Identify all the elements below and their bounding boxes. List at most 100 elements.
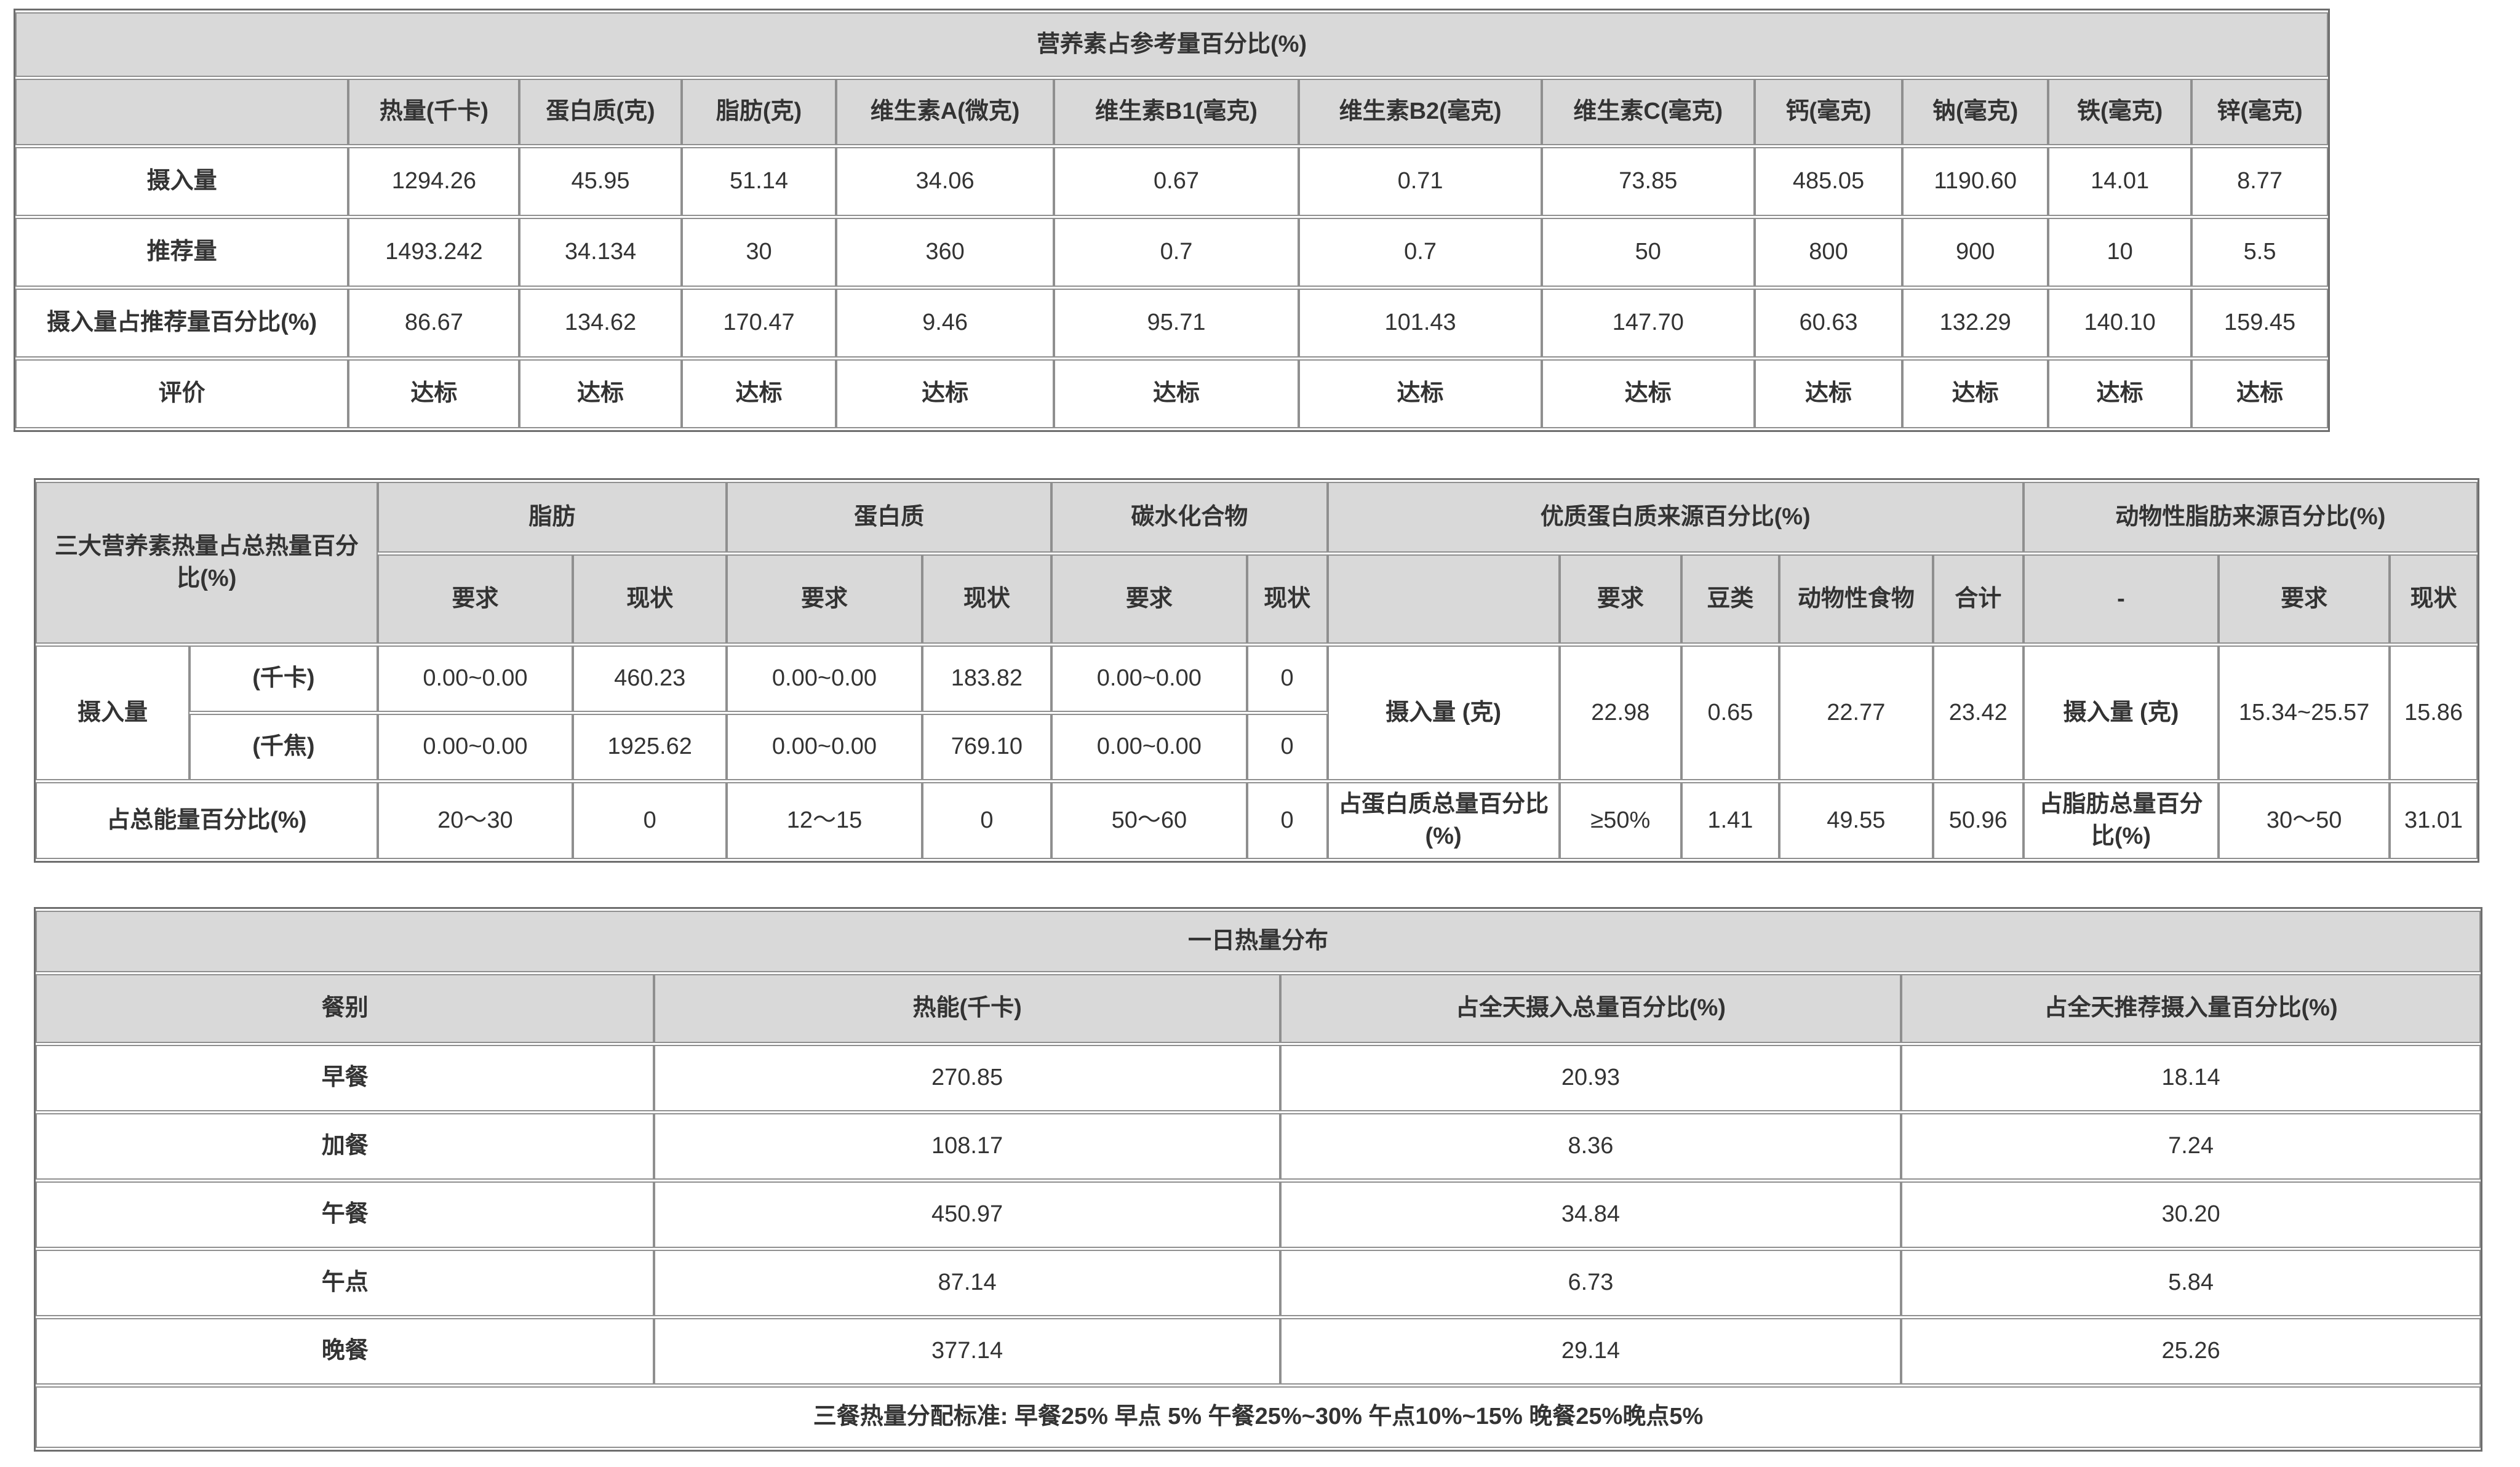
table-cell: 900	[1902, 218, 2049, 287]
table-cell: 60.63	[1754, 289, 1903, 358]
table-cell: 10	[2048, 218, 2192, 287]
table-cell: 20.93	[1280, 1045, 1902, 1111]
table-cell: 101.43	[1299, 289, 1542, 358]
column-header: 钙(毫克)	[1754, 79, 1903, 145]
column-header: 热量(千卡)	[348, 79, 520, 145]
table-row: 晚餐 377.14 29.14 25.26	[36, 1318, 2481, 1385]
table-cell: 5.5	[2191, 218, 2328, 287]
table-cell: 769.10	[922, 714, 1052, 780]
table-cell: 1925.62	[573, 714, 727, 780]
table-cell: 22.77	[1779, 646, 1933, 780]
group-header-quality-protein: 优质蛋白质来源百分比(%)	[1327, 482, 2024, 553]
group-header-fat: 脂肪	[377, 482, 727, 553]
row-label: 摄入量	[15, 147, 349, 216]
table-row: 摄入量 1294.26 45.95 51.14 34.06 0.67 0.71 …	[15, 147, 2328, 216]
table-cell: 0.00~0.00	[727, 646, 922, 712]
column-header: 占全天摄入总量百分比(%)	[1280, 974, 1902, 1043]
sub-header: 合计	[1932, 554, 2024, 644]
sub-header: 要求	[377, 554, 573, 644]
table-cell: 达标	[2191, 359, 2328, 428]
table-cell: 87.14	[654, 1250, 1280, 1316]
table-cell: 0.00~0.00	[727, 714, 922, 780]
row-label: 晚餐	[36, 1318, 655, 1385]
sub-header: 现状	[573, 554, 727, 644]
table-cell: 0.7	[1299, 218, 1542, 287]
table-cell: 25.26	[1901, 1318, 2481, 1385]
table-cell: 15.34~25.57	[2219, 646, 2390, 780]
row-label: 午餐	[36, 1181, 655, 1248]
table-cell: 485.05	[1754, 147, 1903, 216]
column-header: 热能(千卡)	[654, 974, 1280, 1043]
table-cell: 31.01	[2390, 782, 2478, 859]
table-cell: 0.00~0.00	[1051, 646, 1247, 712]
table-cell: 159.45	[2191, 289, 2328, 358]
row-label: 早餐	[36, 1045, 655, 1111]
row-label: 推荐量	[15, 218, 349, 287]
sub-header: 现状	[2390, 554, 2478, 644]
sub-header-dash: -	[2023, 554, 2219, 644]
sub-header: 要求	[2219, 554, 2390, 644]
table-cell: 达标	[1902, 359, 2049, 428]
table-cell: 50	[1541, 218, 1755, 287]
table-cell: 183.82	[922, 646, 1052, 712]
table-cell: 134.62	[519, 289, 682, 358]
table-cell: 达标	[1299, 359, 1542, 428]
sub-header: 要求	[1559, 554, 1682, 644]
table-cell: 14.01	[2048, 147, 2192, 216]
column-header: 铁(毫克)	[2048, 79, 2192, 145]
row-sublabel-kcal: (千卡)	[189, 646, 378, 712]
table-cell: 22.98	[1559, 646, 1682, 780]
table-cell: 30～50	[2219, 782, 2390, 859]
table-cell: 15.86	[2390, 646, 2478, 780]
sub-header: 要求	[1051, 554, 1247, 644]
row-label: 占蛋白质总量百分比(%)	[1327, 782, 1560, 859]
row-label: 加餐	[36, 1113, 655, 1180]
table-cell: 0.71	[1299, 147, 1542, 216]
table-cell: 1190.60	[1902, 147, 2049, 216]
column-header: 脂肪(克)	[681, 79, 837, 145]
sub-header: 现状	[922, 554, 1052, 644]
table-cell: 170.47	[681, 289, 837, 358]
sub-header: 现状	[1246, 554, 1328, 644]
table-cell: 30.20	[1901, 1181, 2481, 1248]
nutrient-reference-table: 营养素占参考量百分比(%) 热量(千卡) 蛋白质(克) 脂肪(克) 维生素A(微…	[14, 9, 2330, 432]
table-cell: 达标	[681, 359, 837, 428]
group-header-carb: 碳水化合物	[1051, 482, 1328, 553]
table-cell: 34.06	[836, 147, 1054, 216]
table-cell: 0.00~0.00	[1051, 714, 1247, 780]
table-cell: 95.71	[1053, 289, 1299, 358]
table-cell: 12～15	[727, 782, 922, 859]
table-cell: 49.55	[1779, 782, 1933, 859]
table-row: 早餐 270.85 20.93 18.14	[36, 1045, 2481, 1111]
table-cell: 50.96	[1932, 782, 2024, 859]
table-cell: 7.24	[1901, 1113, 2481, 1180]
table-cell: 20～30	[377, 782, 573, 859]
table-cell: 达标	[348, 359, 520, 428]
table-cell: 5.84	[1901, 1250, 2481, 1316]
table-cell: 270.85	[654, 1045, 1280, 1111]
column-header: 钠(毫克)	[1902, 79, 2049, 145]
macronutrient-table: 三大营养素热量占总热量百分比(%) 脂肪 蛋白质 碳水化合物 优质蛋白质来源百分…	[34, 478, 2479, 863]
table-cell: 377.14	[654, 1318, 1280, 1385]
row-label: 摄入量 (克)	[1327, 646, 1560, 780]
table-row: 摄入量 (千卡) 0.00~0.00 460.23 0.00~0.00 183.…	[36, 646, 2478, 780]
table-cell: 0	[1246, 782, 1328, 859]
column-header: 维生素A(微克)	[836, 79, 1054, 145]
table-cell: 0	[573, 782, 727, 859]
meal-distribution-table: 一日热量分布 餐别 热能(千卡) 占全天摄入总量百分比(%) 占全天推荐摄入量百…	[34, 907, 2482, 1452]
table-cell: 达标	[836, 359, 1054, 428]
table-cell: 0.67	[1053, 147, 1299, 216]
table-title: 营养素占参考量百分比(%)	[15, 12, 2328, 77]
table-cell: 8.36	[1280, 1113, 1902, 1180]
table-cell: 51.14	[681, 147, 837, 216]
column-header: 占全天推荐摄入量百分比(%)	[1901, 974, 2481, 1043]
table-cell: 0.65	[1681, 646, 1779, 780]
sub-header-empty	[1327, 554, 1560, 644]
table-cell: 达标	[1053, 359, 1299, 428]
table-cell: 45.95	[519, 147, 682, 216]
table-cell: 147.70	[1541, 289, 1755, 358]
table-cell: 800	[1754, 218, 1903, 287]
table-row: 加餐 108.17 8.36 7.24	[36, 1113, 2481, 1180]
row-label: 午点	[36, 1250, 655, 1316]
table-row: (千焦) 0.00~0.00 1925.62 0.00~0.00 769.10 …	[36, 714, 2478, 780]
